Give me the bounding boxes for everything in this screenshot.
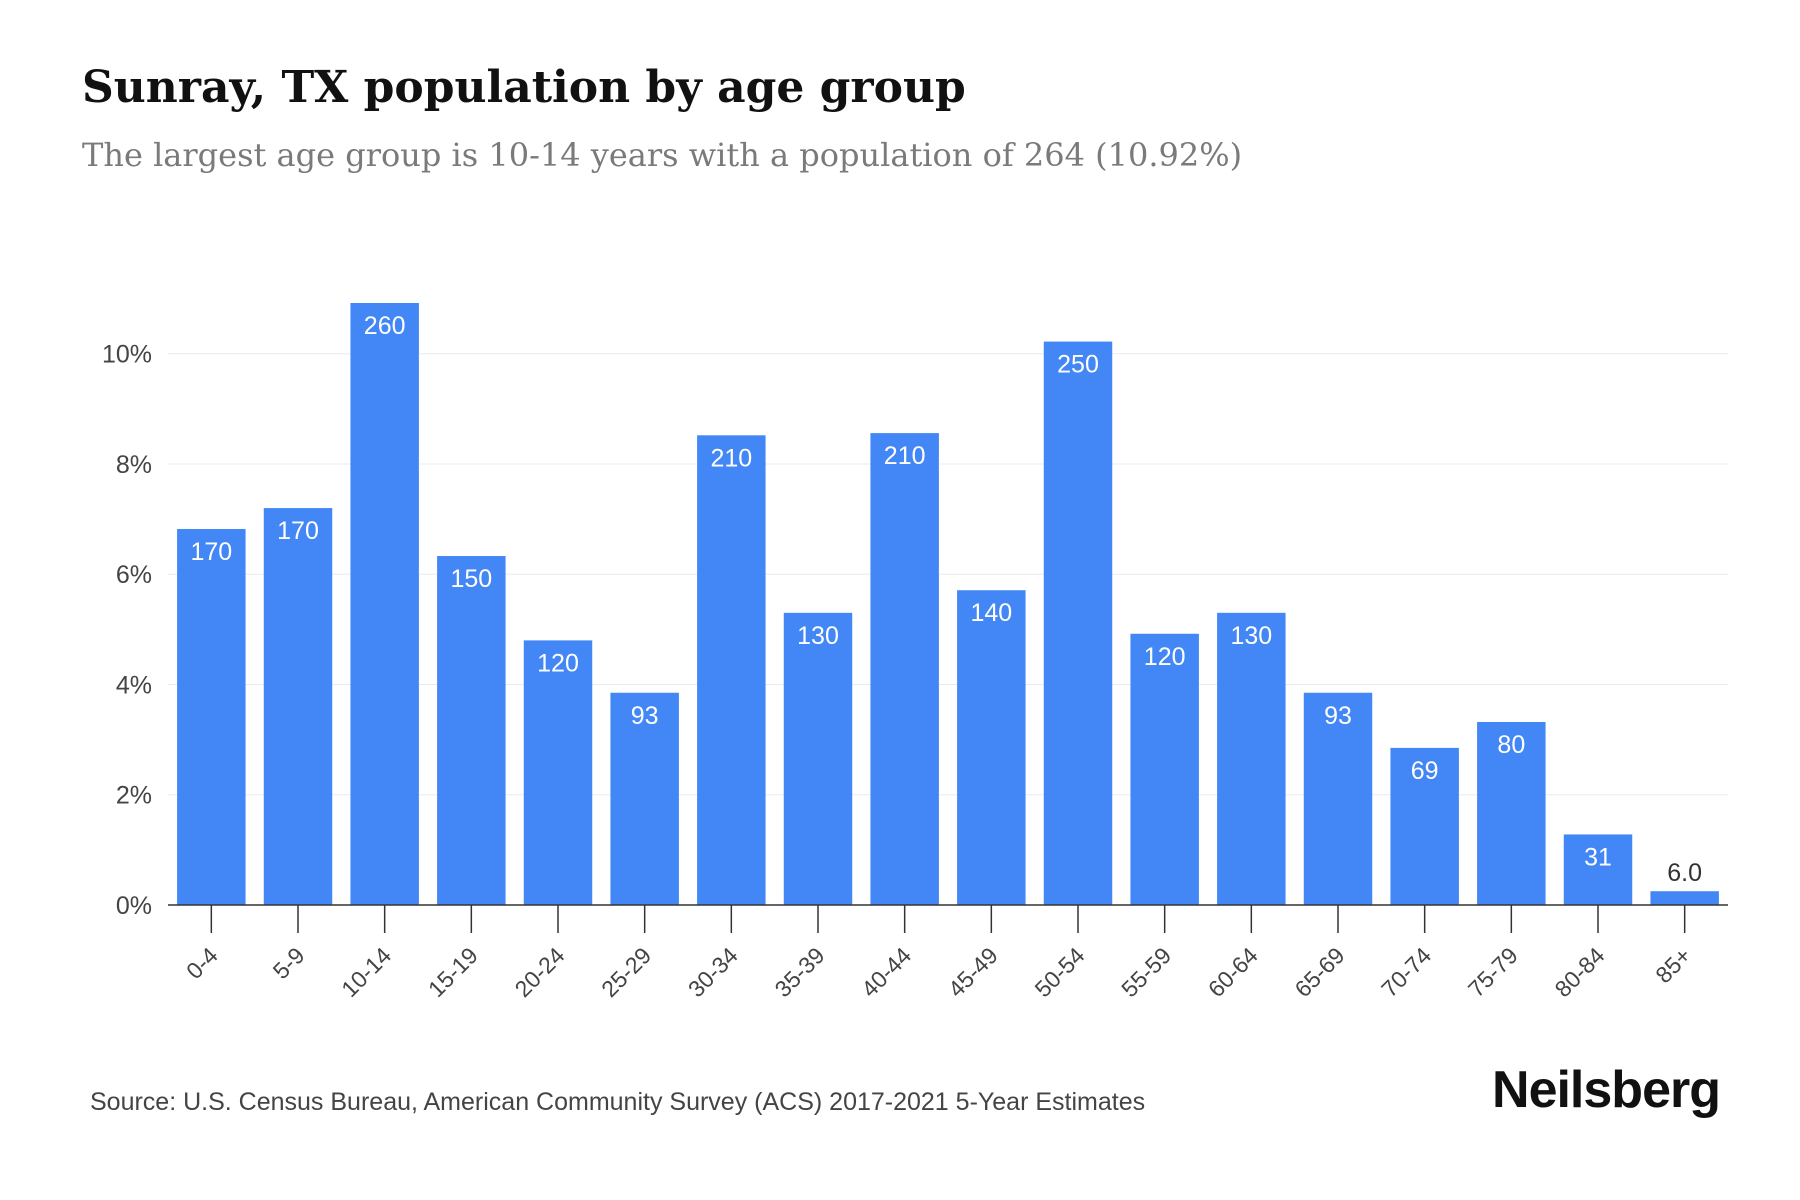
x-tick-label: 65-69	[1290, 942, 1350, 1002]
data-label: 130	[797, 622, 839, 650]
x-tick-label: 55-59	[1116, 942, 1176, 1002]
x-tick-label: 45-49	[943, 942, 1003, 1002]
bars	[177, 303, 1719, 906]
bar-40-44	[870, 433, 939, 905]
data-label: 260	[364, 312, 406, 340]
y-tick-label: 8%	[116, 451, 152, 479]
y-tick-label: 0%	[116, 892, 152, 920]
data-label: 250	[1057, 351, 1099, 379]
x-tick-label: 75-79	[1463, 942, 1523, 1002]
x-tick-label: 5-9	[268, 942, 310, 984]
x-tick-label: 85+	[1650, 942, 1696, 988]
brand-logo: Neilsberg	[1492, 1061, 1721, 1119]
bar-50-54	[1043, 341, 1113, 906]
y-tick-label: 6%	[116, 561, 152, 589]
data-label: 80	[1497, 731, 1525, 759]
x-tick-label: 60-64	[1203, 942, 1263, 1002]
chart-title: Sunray, TX population by age group	[82, 62, 966, 113]
x-tick-label: 35-39	[770, 942, 830, 1002]
bar-75-79	[1477, 721, 1546, 905]
chart-subtitle: The largest age group is 10-14 years wit…	[82, 136, 1243, 174]
x-tick-label: 25-29	[596, 942, 656, 1002]
bar-65-69	[1303, 692, 1373, 905]
bar-85+	[1650, 891, 1719, 905]
bar-10-14	[350, 303, 419, 905]
x-tick-label: 70-74	[1376, 942, 1436, 1002]
data-label: 210	[884, 442, 926, 470]
gridlines	[168, 353, 1728, 796]
x-tick-label: 10-14	[336, 942, 396, 1002]
bar-45-49	[957, 590, 1026, 905]
data-label: 120	[1144, 643, 1186, 671]
bar-55-59	[1130, 633, 1199, 905]
data-label: 93	[1324, 702, 1352, 730]
bar-15-19	[437, 556, 506, 905]
data-label: 120	[537, 649, 579, 677]
bar-20-24	[523, 640, 593, 905]
x-tick-label: 80-84	[1550, 942, 1610, 1002]
bar-0-4	[177, 529, 246, 905]
bar-5-9	[263, 508, 333, 905]
data-label: 150	[450, 565, 492, 593]
data-label: 31	[1584, 843, 1612, 871]
data-label: 93	[631, 702, 659, 730]
data-labels: 170 170 260 150 120 93 210 130 210 140 250 120 130 93…	[190, 312, 1702, 887]
data-label: 170	[277, 517, 319, 545]
data-label: 170	[190, 538, 232, 566]
y-axis-ticks: 0% 2% 4% 6% 8% 10%	[102, 341, 152, 920]
x-tick-label: 40-44	[856, 942, 916, 1002]
y-tick-label: 2%	[116, 782, 152, 810]
y-tick-label: 10%	[102, 341, 152, 369]
y-tick-label: 4%	[116, 671, 152, 699]
source-note: Source: U.S. Census Bureau, American Com…	[90, 1088, 1146, 1116]
x-tick-label: 0-4	[181, 942, 223, 984]
data-label: 6.0	[1667, 859, 1702, 887]
bar-60-64	[1217, 612, 1286, 905]
data-label: 210	[710, 444, 752, 472]
x-axis-ticks: 0-4 5-9 10-14 15-19 20-24 25-29 30-34 35-39 40-4…	[181, 905, 1696, 1002]
bar-80-84	[1563, 834, 1633, 905]
x-tick-label: 30-34	[683, 942, 743, 1002]
bar-35-39	[783, 612, 853, 905]
data-label: 69	[1411, 757, 1439, 785]
data-label: 140	[970, 599, 1012, 627]
x-tick-label: 50-54	[1030, 942, 1090, 1002]
data-label: 130	[1230, 622, 1272, 650]
x-tick-label: 15-19	[423, 942, 483, 1002]
x-tick-label: 20-24	[510, 942, 570, 1002]
bar-30-34	[697, 435, 766, 905]
bar-70-74	[1390, 747, 1459, 905]
bar-25-29	[610, 692, 679, 905]
